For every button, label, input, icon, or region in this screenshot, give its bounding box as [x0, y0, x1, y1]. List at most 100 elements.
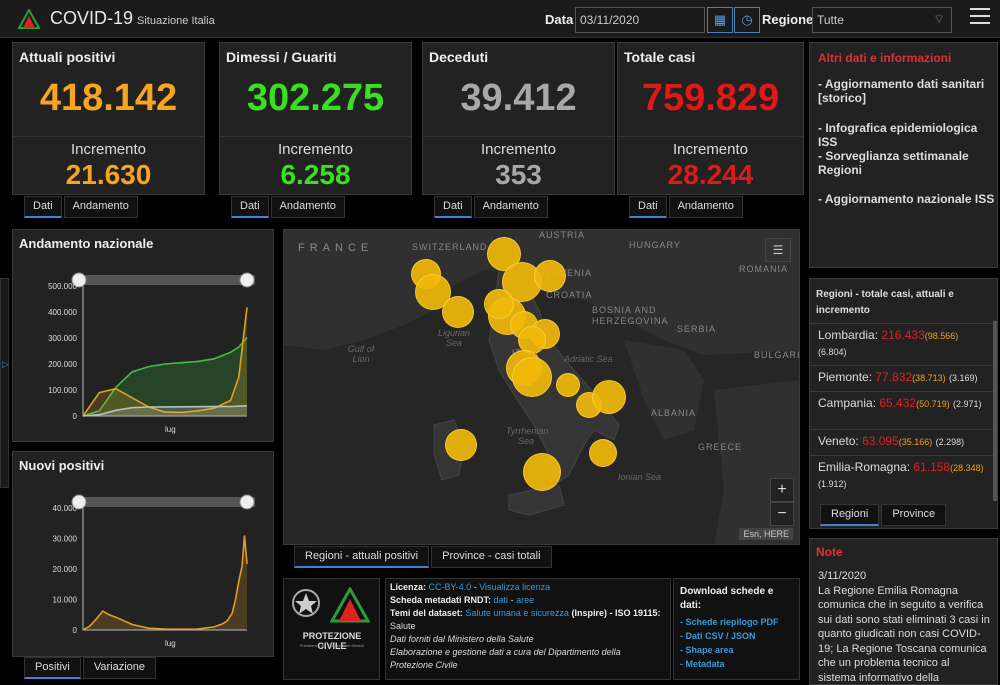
region-bubble[interactable] — [442, 296, 474, 328]
chart-axes — [82, 508, 247, 631]
link-infografica-iss[interactable]: - Infografica epidemiologica ISS — [818, 121, 978, 149]
map-label-austria: AUSTRIA — [539, 230, 586, 240]
tab-andamento[interactable]: Andamento — [63, 196, 138, 218]
region-select[interactable]: Tutte ▽ — [812, 7, 952, 33]
national-chart-title: Andamento nazionale — [19, 236, 154, 251]
downloads-title: Download schede e dati: — [680, 586, 774, 611]
slider-handle-left[interactable] — [71, 494, 87, 510]
tab-regioni-attuali[interactable]: Regioni - attuali positivi — [294, 546, 430, 568]
y-tick-label: 300.000 — [48, 334, 77, 343]
time-range-slider[interactable] — [75, 275, 255, 285]
scheda-dati-link[interactable]: dati — [493, 595, 509, 605]
temi-link[interactable]: Salute umana e sicurezza — [465, 608, 569, 618]
region-row[interactable]: Piemonte: 77.832(38.713) (3.169) — [810, 365, 993, 390]
y-tick-label: 20.000 — [53, 565, 78, 574]
footer-downloads: Download schede e dati: - Schede riepilo… — [673, 578, 800, 680]
stat-card-0: Attuali positivi 418.142 Incremento 21.6… — [12, 42, 205, 195]
region-row[interactable]: Emilia-Romagna: 61.158(28.348) (1.912) — [810, 455, 993, 496]
calendar-icon[interactable]: ▦ — [707, 7, 733, 33]
tab-dati[interactable]: Dati — [24, 196, 62, 218]
x-tick-label: lug — [165, 425, 176, 434]
series-line-1 — [82, 307, 248, 417]
italy-map[interactable]: FRANCE SWITZERLAND AUSTRIA HUNGARY ROMAN… — [283, 229, 800, 545]
download-metadata-link[interactable]: - Metadata — [680, 659, 725, 669]
notes-text: 3/11/2020 La Regione Emilia Romagna comu… — [818, 570, 990, 684]
zoom-out-button[interactable]: − — [770, 502, 794, 526]
tab-dati[interactable]: Dati — [231, 196, 269, 218]
card-increment-label: Incremento — [480, 141, 557, 158]
time-range-slider[interactable] — [75, 497, 255, 507]
tab-dati[interactable]: Dati — [434, 196, 472, 218]
date-input[interactable]: 03/11/2020 — [575, 7, 705, 33]
visualizza-licenza-link[interactable]: Visualizza licenza — [479, 582, 551, 592]
series-line-0 — [82, 336, 248, 417]
region-bubble[interactable] — [512, 357, 552, 397]
hamburger-menu-icon[interactable] — [970, 8, 990, 26]
app-title: COVID-19 Situazione Italia — [50, 8, 215, 28]
legend-list-icon[interactable]: ☰ — [765, 238, 791, 262]
map-sea-tyrrhenian: Tyrrhenian Sea — [506, 426, 549, 446]
region-bubble[interactable] — [592, 380, 626, 414]
download-csv-link[interactable]: - Dati CSV / JSON — [680, 631, 756, 641]
tab-dati[interactable]: Dati — [629, 196, 667, 218]
region-bubble[interactable] — [518, 326, 546, 354]
tab-andamento[interactable]: Andamento — [668, 196, 743, 218]
map-sea-ligurian: Ligurian Sea — [437, 328, 471, 348]
link-sorveglianza[interactable]: - Sorveglianza settimanale Regioni — [818, 149, 969, 177]
region-bubble[interactable] — [556, 373, 580, 397]
y-tick-label: 10.000 — [53, 596, 78, 605]
y-tick-label: 400.000 — [48, 308, 77, 317]
region-bubble[interactable] — [484, 289, 514, 319]
notes-panel: Note 3/11/2020 La Regione Emilia Romagna… — [809, 538, 998, 685]
map-attribution: Esri, HERE — [739, 528, 793, 540]
download-pdf-link[interactable]: - Schede riepilogo PDF — [680, 617, 779, 627]
clock-icon[interactable]: ◷ — [734, 7, 760, 33]
info-panel: Altri dati e informazioni - Aggiornament… — [809, 42, 998, 268]
region-row[interactable]: Campania: 65.432(50.719) (2.971) — [810, 391, 993, 416]
tab-andamento[interactable]: Andamento — [473, 196, 548, 218]
y-tick-label: 100.000 — [48, 386, 77, 395]
tab-regioni[interactable]: Regioni — [820, 504, 880, 526]
regions-scrollbar[interactable] — [993, 321, 997, 501]
side-drawer-handle[interactable]: ▷ — [0, 278, 9, 488]
slider-handle-left[interactable] — [71, 272, 87, 288]
italian-emblem-icon — [292, 589, 320, 617]
region-bubble[interactable] — [589, 439, 617, 467]
slider-handle-right[interactable] — [239, 494, 255, 510]
tab-province[interactable]: Province — [881, 504, 947, 526]
national-chart[interactable]: 500.000 400.000 300.000 200.000 100.000 0 lug — [13, 230, 275, 443]
tab-positivi[interactable]: Positivi — [24, 657, 81, 679]
scheda-aree-link[interactable]: aree — [516, 595, 535, 605]
region-bubble[interactable] — [523, 453, 561, 491]
y-tick-label: 30.000 — [53, 535, 78, 544]
region-row[interactable]: Veneto: 63.095(35.166) (2.298) — [810, 429, 993, 454]
region-bubble[interactable] — [534, 260, 566, 292]
card-increment-value: 6.258 — [280, 159, 351, 190]
stat-card-1: Dimessi / Guariti 302.275 Incremento 6.2… — [219, 42, 412, 195]
tab-andamento[interactable]: Andamento — [270, 196, 345, 218]
footer-logo-subtext: Presidenza del Consiglio dei Ministri — [299, 643, 365, 648]
series-line-0 — [82, 535, 248, 631]
tab-variazione[interactable]: Variazione — [82, 657, 157, 679]
region-bubble[interactable] — [445, 429, 477, 461]
card-increment-value: 21.630 — [65, 159, 152, 190]
card-value: 418.142 — [39, 77, 178, 119]
national-chart-panel: Andamento nazionale 500.000 400.000 300.00… — [12, 229, 274, 442]
card-increment-label: Incremento — [70, 141, 147, 158]
zoom-in-button[interactable]: + — [770, 478, 794, 502]
download-shape-link[interactable]: - Shape area — [680, 645, 734, 655]
slider-handle-right[interactable] — [239, 272, 255, 288]
map-label-france: FRANCE — [298, 242, 374, 254]
y-tick-label: 40.000 — [53, 504, 78, 513]
link-aggiornamento-iss[interactable]: - Aggiornamento nazionale ISS — [818, 192, 995, 206]
y-tick-label: 0 — [73, 412, 78, 421]
link-aggiornamento-dati[interactable]: - Aggiornamento dati sanitari [storico] — [818, 77, 985, 105]
new-positives-chart[interactable]: 40.000 30.000 20.000 10.000 0 lug — [13, 452, 275, 658]
region-row[interactable]: Lombardia: 216.433(98.566) (6.804) — [810, 323, 993, 364]
stat-card-2: Deceduti 39.412 Incremento 353 — [422, 42, 615, 195]
card-increment-value: 28.244 — [667, 159, 754, 190]
licenza-link[interactable]: CC-BY-4.0 — [428, 582, 472, 592]
map-sea-adriatic: Adriatic Sea — [564, 354, 613, 364]
tab-province-casi[interactable]: Province - casi totali — [431, 546, 552, 568]
protezione-civile-logo-icon — [18, 9, 40, 29]
